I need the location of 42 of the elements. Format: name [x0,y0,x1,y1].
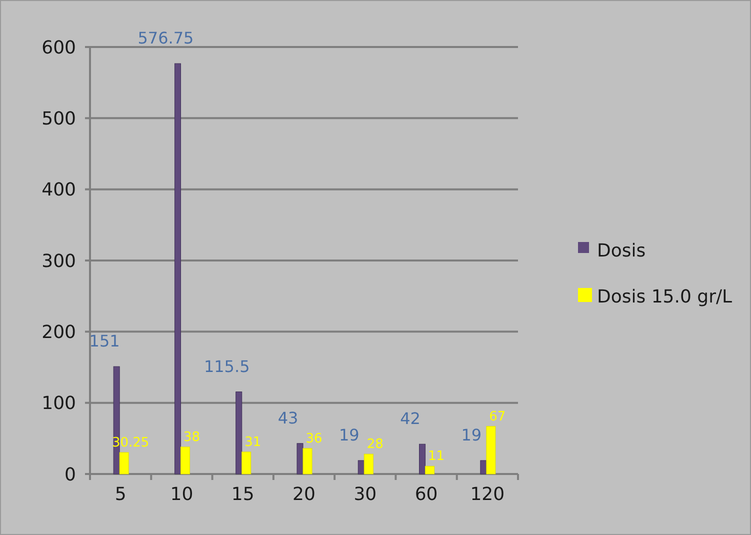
data-label: 38 [183,430,200,445]
data-label: 19 [338,425,360,444]
data-label: 576.75 [138,28,194,48]
data-label: 115.5 [204,356,250,376]
legend-label: Dosis [597,240,646,262]
data-label: 151 [89,332,120,351]
bar [119,452,129,474]
bar [425,466,435,474]
bar [242,452,252,474]
data-label: 28 [366,437,384,452]
data-label: 42 [400,409,420,428]
bar [180,446,190,474]
data-label: 67 [489,409,506,424]
x-tick-label: 10 [170,484,194,505]
y-tick-label: 600 [42,37,76,58]
bar [236,392,242,474]
data-label: 43 [278,408,298,428]
y-tick-label: 400 [42,180,76,201]
y-tick-label: 200 [42,322,76,343]
data-label: 11 [428,449,445,464]
bar [358,460,364,474]
y-tick-label: 300 [42,250,76,272]
bar [486,426,496,474]
x-tick-label: 60 [414,484,438,505]
y-tick-label: 0 [64,464,76,486]
bar [419,444,426,474]
bar [174,63,181,474]
data-label: 36 [306,431,322,446]
y-tick-label: 100 [42,393,76,414]
legend-label: Dosis 15.0 gr/L [597,286,732,308]
bar [364,454,374,474]
y-tick-label: 500 [42,108,76,130]
x-tick-label: 20 [292,484,316,505]
x-tick-label: 30 [354,484,377,505]
bar [480,460,487,474]
x-tick-label: 5 [114,484,126,505]
data-label: 19 [461,425,482,444]
bar [296,443,304,474]
x-tick-label: 120 [470,484,505,505]
bar [302,448,312,474]
data-label: 31 [244,434,262,450]
x-tick-label: 15 [231,484,254,505]
